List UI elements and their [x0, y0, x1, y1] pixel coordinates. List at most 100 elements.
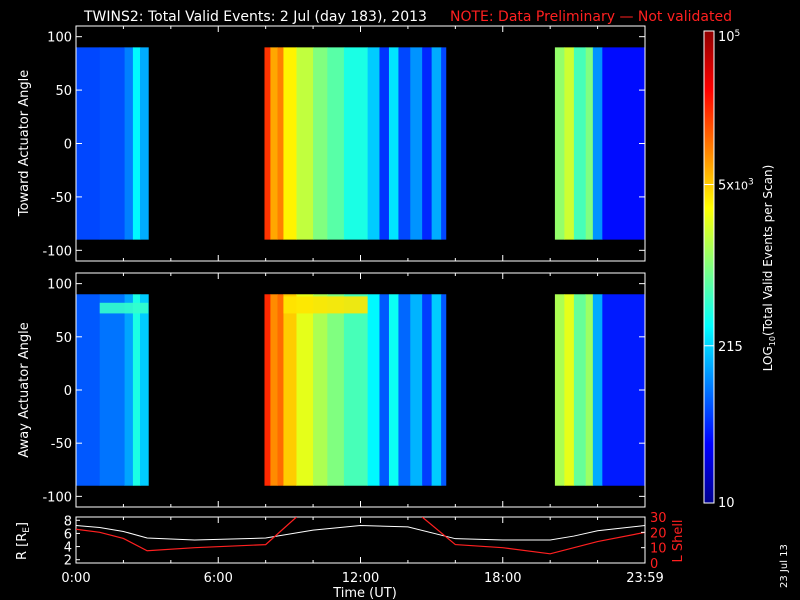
toward-interval-21 [554, 47, 565, 240]
away-ytick-label: 0 [64, 384, 72, 399]
away-interval-19 [431, 294, 442, 486]
toward-interval-13 [367, 47, 380, 240]
away-interval-26 [602, 294, 646, 486]
time-tick-label: 6:00 [204, 571, 233, 586]
toward-interval-7 [277, 47, 284, 240]
away-interval-24 [585, 294, 594, 486]
away-interval-3 [132, 294, 141, 486]
away-ytick-label: 50 [55, 331, 72, 346]
toward-interval-20 [441, 47, 447, 240]
away-interval-12 [343, 294, 369, 486]
colorbar-tick-label: 5x103 [718, 178, 754, 194]
toward-interval-22 [564, 47, 575, 240]
toward-ytick-label: 0 [64, 138, 72, 153]
ephemeris-frame [75, 516, 646, 564]
toward-interval-2 [124, 47, 134, 240]
colorbar-gradient [703, 30, 715, 504]
away-interval-14 [379, 294, 390, 486]
r-tick-label: 4 [64, 541, 72, 556]
away-interval-22 [564, 294, 575, 486]
toward-interval-24 [585, 47, 594, 240]
colorbar: 10 215 5x103 105 LOG10(Total Valid Events p… [703, 29, 777, 511]
toward-interval-16 [398, 47, 411, 240]
r-tick-label: 6 [64, 527, 72, 542]
away-interval-6 [270, 294, 278, 486]
lshell-tick-label: 0 [650, 557, 658, 572]
toward-interval-15 [388, 47, 399, 240]
away-interval-5 [264, 294, 271, 486]
away-interval-21 [554, 294, 565, 486]
date-stamp: 23 Jul 13 [779, 544, 790, 588]
time-axis-label: Time (UT) [332, 586, 397, 600]
toward-interval-14 [379, 47, 390, 240]
toward-interval-12 [343, 47, 369, 240]
toward-interval-26 [602, 47, 646, 240]
toward-interval-18 [422, 47, 433, 240]
preliminary-note: NOTE: Data Preliminary — Not validated [450, 9, 732, 25]
toward-interval-17 [410, 47, 423, 240]
lshell-tick-label: 10 [650, 542, 667, 557]
toward-ytick-label: -50 [51, 191, 72, 206]
lshell-tick-label: 20 [650, 526, 667, 541]
toward-interval-19 [431, 47, 442, 240]
away-interval-4 [140, 294, 149, 486]
away-ytick-label: -50 [51, 437, 72, 452]
toward-interval-9 [296, 47, 314, 240]
lshell-line-segment-2 [421, 517, 645, 555]
time-tick-label: 23:59 [626, 571, 663, 586]
toward-panel: 100 50 0 -50 -100 [42, 25, 646, 262]
toward-interval-10 [313, 47, 328, 240]
time-tick-label: 18:00 [484, 571, 521, 586]
away-interval-16 [398, 294, 411, 486]
away-interval-7 [277, 294, 284, 486]
away-ylabel: Away Actuator Angle [17, 322, 32, 457]
lshell-tick-label: 30 [650, 511, 667, 526]
lshell-axis-label: L Shell [671, 519, 686, 562]
away-enhancement-0 [99, 302, 149, 314]
colorbar-label: LOG10(Total Valid Events per Scan) [761, 165, 777, 372]
colorbar-tick-label: 10 [718, 496, 735, 511]
r-tick-label: 2 [64, 554, 72, 569]
toward-ytick-label: 50 [55, 84, 72, 99]
toward-interval-25 [592, 47, 603, 240]
away-interval-25 [592, 294, 603, 486]
time-tick-label: 0:00 [61, 571, 90, 586]
away-panel: 100 50 0 -50 -100 [42, 272, 646, 508]
away-interval-17 [410, 294, 423, 486]
away-interval-9 [296, 294, 314, 486]
away-interval-8 [283, 294, 297, 486]
away-ytick-label: -100 [42, 490, 72, 505]
away-interval-23 [573, 294, 587, 486]
away-enhancement-1 [283, 296, 368, 314]
away-interval-1 [99, 294, 126, 486]
away-ytick-label: 100 [47, 278, 72, 293]
toward-interval-3 [132, 47, 141, 240]
colorbar-tick-label: 215 [718, 340, 743, 355]
toward-interval-11 [327, 47, 345, 240]
toward-interval-8 [283, 47, 297, 240]
away-interval-2 [124, 294, 134, 486]
toward-interval-4 [140, 47, 149, 240]
figure-title: TWINS2: Total Valid Events: 2 Jul (day 1… [83, 9, 427, 25]
toward-ytick-label: -100 [42, 244, 72, 259]
r-axis-label: R [RE] [15, 522, 32, 560]
away-interval-20 [441, 294, 447, 486]
away-interval-13 [367, 294, 380, 486]
time-tick-label: 12:00 [342, 571, 379, 586]
toward-interval-6 [270, 47, 278, 240]
away-interval-18 [422, 294, 433, 486]
toward-ytick-label: 100 [47, 31, 72, 46]
toward-interval-23 [573, 47, 587, 240]
r-distance-line [76, 525, 645, 541]
away-interval-11 [327, 294, 345, 486]
lshell-line [76, 517, 297, 552]
toward-ylabel: Toward Actuator Angle [17, 70, 32, 217]
toward-interval-1 [99, 47, 126, 240]
colorbar-tick-label: 105 [718, 29, 740, 45]
away-interval-15 [388, 294, 399, 486]
toward-interval-5 [264, 47, 271, 240]
r-tick-label: 8 [64, 514, 72, 529]
away-interval-10 [313, 294, 328, 486]
